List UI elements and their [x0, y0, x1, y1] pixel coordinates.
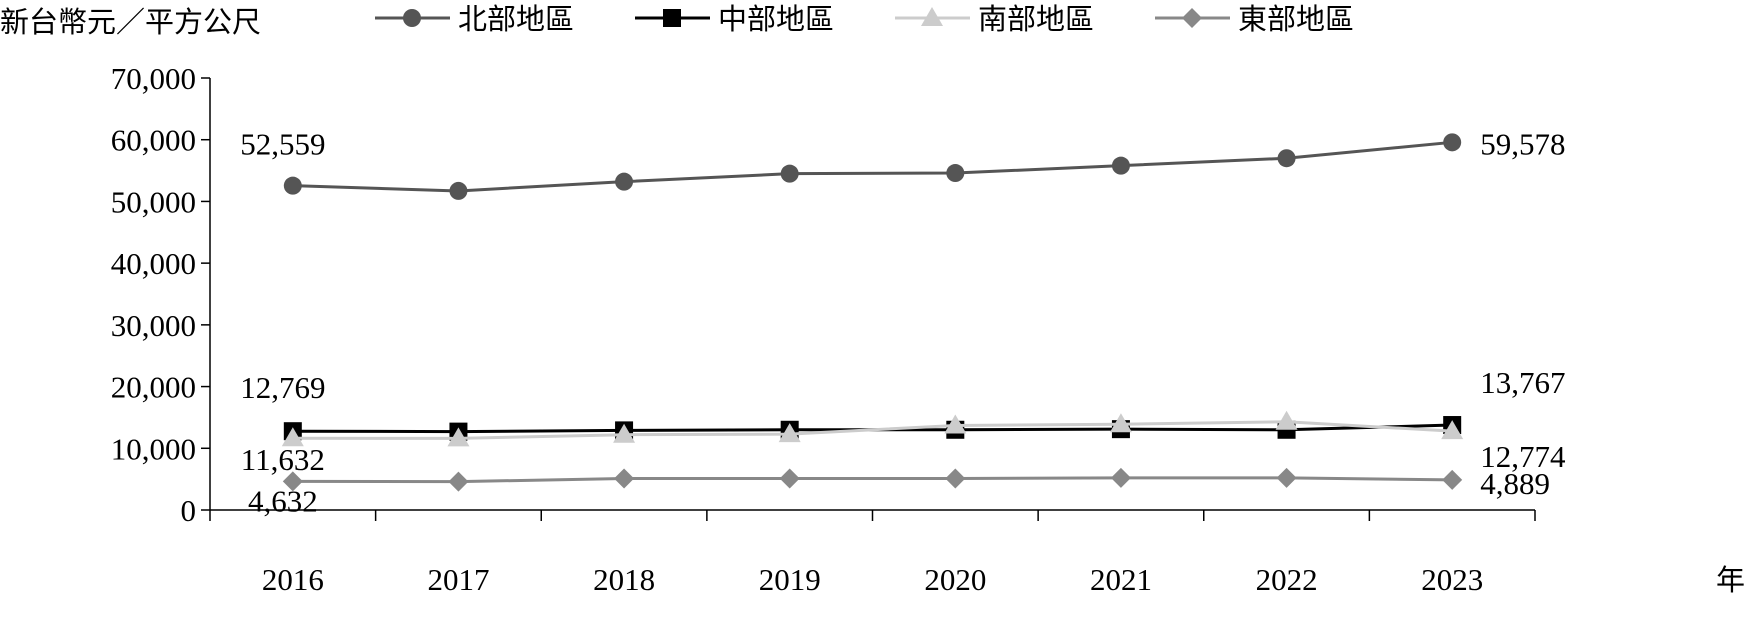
series-line: [292, 476, 1453, 484]
data-point: [282, 471, 303, 492]
data-point: [448, 471, 469, 492]
data-point: [1441, 420, 1464, 440]
legend-marker: [403, 9, 421, 27]
x-tick-label: 2019: [759, 562, 821, 597]
data-point: [1109, 413, 1132, 433]
legend-item: 北部地區: [375, 2, 574, 36]
legend-marker: [921, 7, 943, 26]
series: [283, 133, 1462, 200]
y-tick-label: 30,000: [111, 308, 196, 343]
legend-label: 南部地區: [978, 2, 1094, 36]
x-tick-label: 2017: [427, 562, 489, 597]
x-tick-label: 2023: [1421, 562, 1483, 597]
data-point: [283, 176, 302, 195]
data-label-last: 59,578: [1480, 126, 1565, 161]
data-point: [613, 423, 636, 443]
data-label-first: 52,559: [240, 127, 325, 162]
x-tick-label: 2022: [1256, 562, 1318, 597]
data-point: [615, 172, 634, 191]
data-point: [1276, 467, 1297, 488]
legend: 北部地區 中部地區 南部地區 東部地區: [375, 2, 1354, 36]
y-tick-label: 40,000: [111, 246, 196, 281]
data-point: [447, 427, 470, 447]
y-tick-label: 70,000: [111, 61, 196, 96]
y-tick-label: 10,000: [111, 431, 196, 466]
plot-area: [281, 133, 1464, 492]
series-line: [292, 140, 1453, 193]
data-label-first: 4,632: [248, 483, 318, 518]
y-tick-label: 20,000: [111, 370, 196, 405]
data-label-last: 4,889: [1480, 466, 1550, 501]
data-point: [281, 427, 304, 447]
legend-label: 東部地區: [1238, 2, 1354, 36]
x-axis-unit-label: 年: [1716, 563, 1745, 597]
x-tick-label: 2018: [593, 562, 655, 597]
data-point: [614, 468, 635, 489]
y-tick-label: 60,000: [111, 123, 196, 158]
data-point: [778, 423, 801, 443]
data-label-first: 12,769: [240, 370, 325, 405]
data-point: [946, 164, 965, 183]
data-point: [780, 164, 799, 183]
x-tick-label: 2020: [924, 562, 986, 597]
y-axis-unit-label: 新台幣元／平方公尺: [0, 5, 261, 39]
series: [282, 467, 1463, 492]
series-line: [292, 420, 1453, 440]
data-label-first: 11,632: [241, 442, 325, 477]
data-point: [945, 468, 966, 489]
data-label-last: 13,767: [1480, 365, 1565, 400]
legend-marker: [663, 9, 681, 27]
y-tick-label: 0: [181, 493, 197, 528]
y-tick-label: 50,000: [111, 184, 196, 219]
legend-item: 東部地區: [1155, 2, 1354, 36]
data-point: [1110, 467, 1131, 488]
axes: 0 10,000 20,000 30,000 40,000 50,000 60,000 70,…: [111, 61, 1536, 597]
data-label-last: 12,774: [1480, 439, 1566, 474]
data-point: [779, 468, 800, 489]
data-point: [944, 414, 967, 434]
x-tick-label: 2016: [262, 562, 324, 597]
legend-item: 南部地區: [895, 2, 1094, 36]
data-point: [1275, 410, 1298, 430]
data-point: [1442, 469, 1463, 490]
legend-marker: [1182, 8, 1202, 28]
legend-item: 中部地區: [635, 2, 834, 36]
data-labels: 52,559 59,578 12,769 13,767 11,632 12,774 4,63…: [240, 126, 1566, 518]
data-point: [1443, 133, 1462, 152]
data-point: [1277, 149, 1296, 168]
legend-label: 中部地區: [718, 2, 834, 36]
x-tick-label: 2021: [1090, 562, 1152, 597]
legend-label: 北部地區: [458, 2, 574, 36]
data-point: [449, 181, 468, 200]
series: [281, 410, 1464, 447]
data-point: [1111, 156, 1130, 175]
